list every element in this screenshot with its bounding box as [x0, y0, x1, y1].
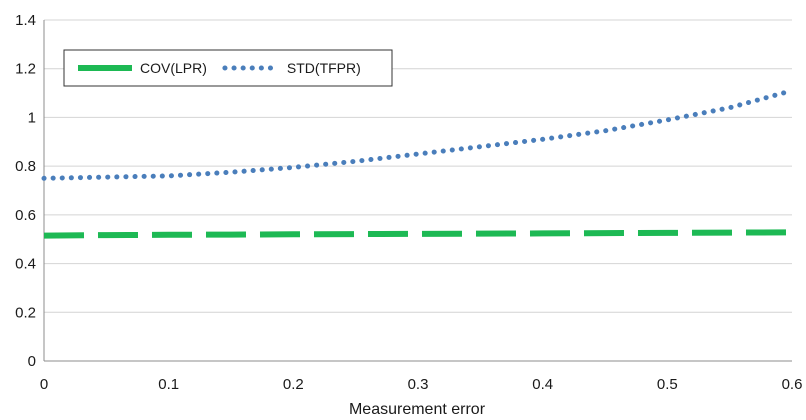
x-tick-label: 0.2	[283, 376, 304, 393]
y-tick-label: 1.2	[15, 61, 36, 78]
tick-labels: 0 0.2 0.4 0.6 0.8 1 1.2 1.4 0 0.1 0.2 0.3 0.4 0.5 0.6	[15, 12, 802, 393]
x-axis-title: Measurement error	[349, 401, 486, 418]
y-tick-label: 0.6	[15, 207, 36, 224]
x-tick-label: 0.4	[532, 376, 553, 393]
axes	[43, 20, 792, 362]
x-tick-label: 0.3	[408, 376, 429, 393]
x-tick-label: 0.5	[657, 376, 678, 393]
series-line-cov-lpr	[43, 229, 793, 239]
y-tick-label: 1.4	[15, 12, 36, 29]
legend-label: COV(LPR)	[140, 60, 207, 76]
legend: COV(LPR) STD(TFPR)	[63, 49, 393, 87]
x-tick-label: 0.1	[158, 376, 179, 393]
y-tick-label: 0.4	[15, 256, 36, 273]
x-tick-label: 0.6	[782, 376, 803, 393]
legend-label: STD(TFPR)	[287, 60, 361, 76]
x-tick-label: 0	[40, 376, 48, 393]
y-tick-label: 1	[28, 109, 36, 126]
y-tick-label: 0	[28, 353, 36, 370]
y-tick-label: 0.2	[15, 304, 36, 321]
y-tick-label: 0.8	[15, 158, 36, 175]
series-line-std-tfpr	[41, 88, 795, 181]
series-lines	[41, 88, 795, 239]
